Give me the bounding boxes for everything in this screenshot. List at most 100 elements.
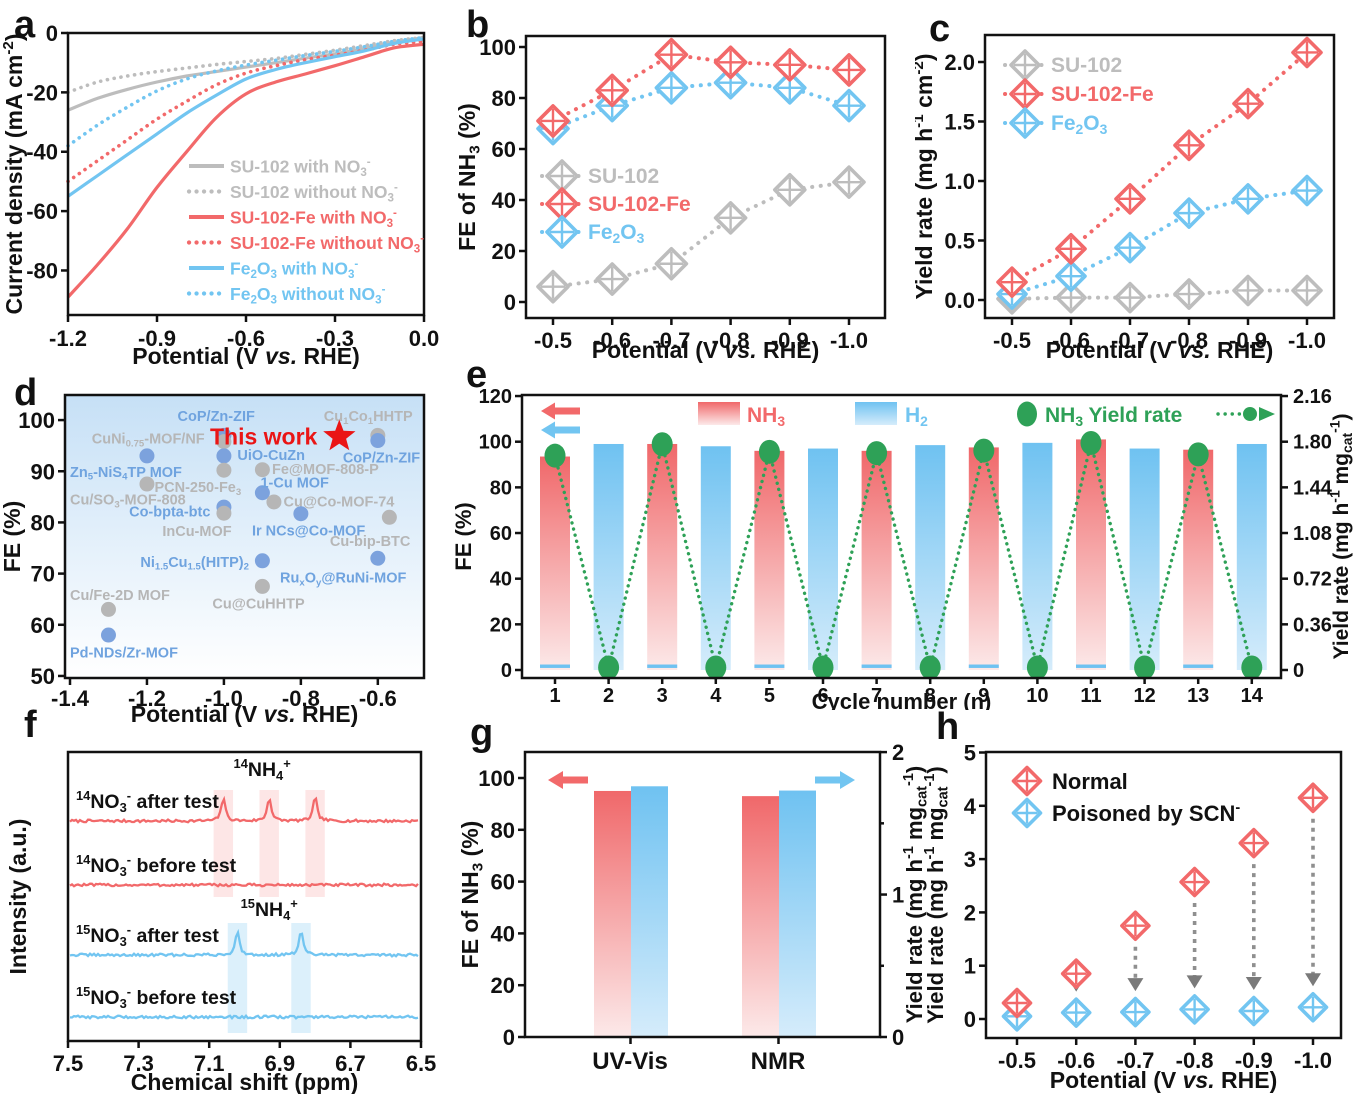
nh3-bar [1076,439,1106,670]
diamond-plus-marker [1291,36,1323,69]
diamond-plus-marker [1055,260,1087,292]
drop-arrow-head [1245,977,1262,991]
right-tick-label: 0.72 [1293,569,1332,591]
yield-rate-point [919,655,941,680]
y-tick-label: 2.0 [944,50,975,75]
right-tick-label: 0.36 [1293,614,1332,636]
h2-bar [700,446,731,670]
right-axis-label: Yield rate (mg h-1 mgcat-1) [901,766,930,1023]
right-tick-label: 1.44 [1293,477,1333,499]
yield-bar [631,786,668,1037]
data-point [216,462,232,478]
h2-bar [1129,448,1160,670]
plot-frame [66,750,423,1043]
yield-rate-point [973,438,995,463]
y-tick-label: 90 [31,459,55,484]
diamond-plus-marker [654,71,689,105]
h2-bar [915,445,946,670]
y-axis-label: Intensity (a.u.) [5,819,31,975]
point-label: 1-Cu MOF [260,476,329,492]
panel-letter-a: a [14,4,36,46]
diamond-plus-marker [832,88,866,123]
yield-rate-point [1080,430,1102,455]
y-tick-label: 20 [492,239,516,264]
data-point [266,494,282,510]
diamond-plus-marker [1120,996,1151,1028]
panel-e-cycling: 0 20 40 60 80 100 120 0 0.36 0.72 1.08 1.44 1.80 2.16… [451,370,1367,714]
yield-rate-point [812,655,834,680]
star-icon [323,419,356,451]
cycle-tick-label: 6 [817,685,828,707]
legend-poisoned: Poisoned by SCN- [1052,800,1240,826]
legend-yield: NH3 Yield rate [1045,404,1182,429]
legend: NH3 H2 NH3 Yield rate [541,401,1275,439]
cycle-tick-label: 5 [764,685,775,707]
diamond-plus-marker [1055,281,1087,314]
diamond-plus-marker [1173,197,1205,229]
diamond-plus-marker [1009,107,1041,139]
series-4 [67,37,425,198]
diamond-plus-marker [1297,782,1329,814]
trace-label: 15NO3- after test [76,922,219,949]
point-label: Ir NCs@Co-MOF [252,524,365,540]
highlight-band-red [305,790,325,897]
x-tick-label: -1.0 [1294,1048,1332,1073]
cycle-tick-label: 9 [978,685,989,707]
highlight-band-red [259,790,279,897]
point-label: Ni1.5Cu1.5(HITP)2 [140,555,249,573]
fe-bar [594,790,631,1037]
series-Fe2O3 [996,174,1323,310]
y-tick-label: -40 [26,140,58,165]
legend-label: SU-102-Fe [1051,83,1154,106]
panel-f-nmr: 14NO3- after test 14NO3- before test 15NO3… [0,700,460,1094]
peak-annotation: 14NH4+ [234,756,291,783]
legend: Normal Poisoned by SCN- [1011,765,1240,829]
diamond-plus-marker [1114,231,1146,264]
yield-rate-point [651,432,673,457]
cycle-tick-label: 2 [603,685,614,707]
x-axis-label: Potential (V vs. RHE) [1046,337,1274,363]
x-tick-label: 7.5 [53,1051,84,1076]
x-tick-label: -0.8 [1176,1048,1214,1073]
series-1 [1001,991,1329,1032]
y-tick-label: 100 [479,35,516,60]
x-tick-label: -0.8 [712,328,750,353]
panel-letter-f: f [24,704,37,746]
point-label: CoP/Zn-ZIF [178,409,255,425]
diamond-plus-marker [773,48,807,82]
series-2 [66,42,425,299]
left-tick-label: 80 [491,818,515,843]
nmr-trace [69,1014,419,1020]
yield-rate-point [866,441,888,466]
diamond-plus-marker [545,159,579,193]
x-tick-label: -0.3 [316,326,354,351]
left-tick-label: 120 [479,386,512,408]
diamond-plus-marker [545,215,579,249]
x-tick-label: -1.0 [830,328,868,353]
diamond-plus-marker [832,165,866,199]
yield-rate-point [1026,655,1048,680]
x-axis-label: Potential (V vs. RHE) [592,337,820,363]
left-tick-label: 40 [490,569,512,591]
nh3-bar [1183,449,1214,670]
y-tick-label: 50 [31,664,55,689]
cycle-tick-label: 3 [657,685,668,707]
panel-letter-d: d [14,372,38,414]
h2-strip [1076,664,1106,668]
panel-b-fe-nh3: -0.5 -0.6 -0.7 -0.8 -0.9 -1.0 0 20 40 60 80 100 Pote… [454,0,915,370]
diamond-plus-marker [1173,129,1205,162]
arrow-icon [815,771,855,789]
panel-e-cycling-svg: 0 20 40 60 80 100 120 0 0.36 0.72 1.08 1.44 1.80 2.16… [451,386,1355,714]
panel-d-literature-compare: CoP/Zn-ZIF CuNi0.75-MOF/NF Cu1Co1HHTP CoP/Z… [0,370,455,728]
fe-bar [742,796,779,1037]
nmr-trace [69,928,419,958]
legend-label: Fe2O3 with NO3- [230,258,358,282]
x-tick-label: -0.8 [1170,328,1208,353]
legend-label: Fe2O3 without NO3- [230,283,386,307]
panel-c-yield-rate-svg: -0.5 -0.6 -0.7 -0.8 -0.9 -1.0 0.0 0.5 1.0 1.5 2.0 P… [910,33,1336,363]
nmr-trace [69,882,419,888]
point-label: Cu/SO3-MOF-808 [70,492,186,510]
panel-letter-h: h [936,706,960,748]
diamond-plus-marker [1114,183,1146,215]
point-label: UiO-CuZn [237,448,305,464]
